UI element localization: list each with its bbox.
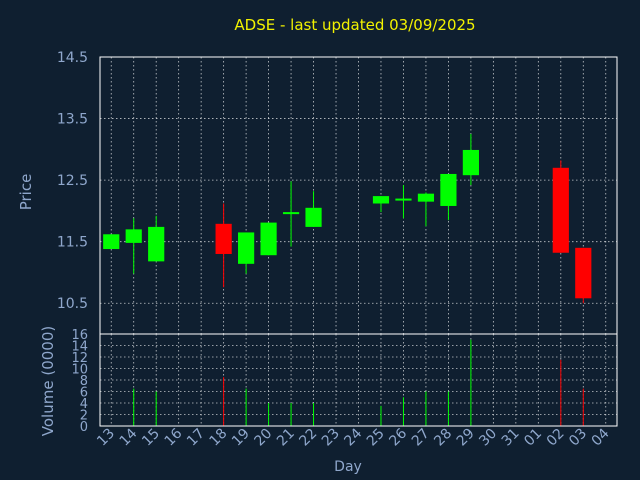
price-tick-label: 14.5 bbox=[57, 50, 88, 66]
price-candles bbox=[103, 133, 592, 304]
volume-tick-label: 10 bbox=[71, 363, 88, 378]
price-tick-label: 13.5 bbox=[57, 112, 88, 128]
candle-29 bbox=[462, 133, 479, 186]
candle-body bbox=[215, 223, 232, 254]
x-tick-label: 31 bbox=[499, 426, 523, 450]
x-tick-label: 21 bbox=[274, 426, 298, 450]
x-tick-label: 25 bbox=[364, 426, 388, 450]
candle-body bbox=[417, 193, 435, 202]
candle-14 bbox=[125, 218, 142, 274]
candle-body bbox=[238, 232, 255, 264]
candle-18 bbox=[215, 203, 232, 288]
candle-28 bbox=[440, 173, 457, 221]
plot-frames bbox=[99, 56, 618, 427]
volume-tick-label: 2 bbox=[80, 409, 88, 424]
candle-02 bbox=[552, 160, 569, 253]
candle-13 bbox=[103, 234, 120, 250]
x-tick-label: 02 bbox=[544, 426, 568, 450]
x-tick-label: 24 bbox=[341, 425, 365, 449]
candle-body bbox=[103, 234, 120, 250]
candle-body bbox=[125, 229, 142, 243]
candle-body bbox=[462, 149, 479, 176]
x-tick-label: 23 bbox=[319, 426, 343, 450]
candle-15 bbox=[148, 215, 165, 262]
candle-body bbox=[552, 167, 569, 253]
x-axis-label: Day bbox=[334, 459, 362, 475]
volume-tick-label: 16 bbox=[71, 328, 88, 343]
volume-tick-label: 12 bbox=[71, 351, 88, 366]
x-tick-label: 28 bbox=[431, 426, 455, 450]
candle-body bbox=[260, 222, 277, 256]
price-axis-ticks: 14.5 13.5 12.5 11.5 10.5 bbox=[57, 50, 88, 312]
volume-tick-label: 6 bbox=[80, 386, 88, 401]
candle-body bbox=[372, 196, 390, 204]
x-tick-label: 14 bbox=[117, 425, 141, 449]
x-tick-label: 16 bbox=[162, 425, 186, 449]
candle-body bbox=[305, 207, 322, 227]
candle-body bbox=[395, 198, 412, 201]
x-axis-ticks: 1314151617181920212223242526272829303101… bbox=[94, 425, 612, 449]
candle-19 bbox=[238, 232, 255, 274]
price-tick-label: 11.5 bbox=[57, 235, 88, 251]
volume-tick-label: 4 bbox=[80, 397, 88, 412]
x-tick-label: 18 bbox=[207, 426, 231, 450]
x-tick-label: 03 bbox=[566, 426, 590, 450]
x-tick-label: 27 bbox=[409, 426, 433, 450]
x-tick-label: 01 bbox=[521, 426, 545, 450]
x-tick-label: 30 bbox=[476, 426, 500, 450]
price-plot-frame bbox=[99, 56, 618, 335]
candle-21 bbox=[282, 181, 300, 247]
candle-22 bbox=[305, 191, 322, 227]
candle-27 bbox=[417, 192, 435, 227]
candle-body bbox=[575, 247, 592, 299]
volume-axis-label: Volume (0000) bbox=[39, 326, 57, 436]
x-tick-label: 22 bbox=[296, 426, 320, 450]
volume-tick-label: 14 bbox=[71, 340, 88, 355]
x-tick-label: 26 bbox=[386, 425, 410, 449]
price-tick-label: 10.5 bbox=[57, 296, 88, 312]
candle-26 bbox=[395, 185, 412, 219]
x-tick-label: 15 bbox=[139, 426, 163, 450]
chart-title: ADSE - last updated 03/09/2025 bbox=[234, 16, 475, 34]
volume-plot-frame bbox=[99, 333, 618, 427]
x-tick-label: 29 bbox=[454, 426, 478, 450]
price-axis-label: Price bbox=[17, 174, 35, 211]
x-tick-label: 20 bbox=[251, 426, 275, 450]
grid bbox=[100, 56, 617, 427]
candle-20 bbox=[260, 222, 277, 256]
candle-03 bbox=[575, 247, 592, 304]
x-tick-label: 17 bbox=[184, 426, 208, 450]
price-tick-label: 12.5 bbox=[57, 173, 88, 189]
candle-25 bbox=[372, 196, 390, 213]
candle-body bbox=[440, 173, 457, 206]
volume-tick-label: 0 bbox=[80, 420, 88, 435]
volume-bars bbox=[133, 339, 584, 426]
x-tick-label: 19 bbox=[229, 426, 253, 450]
volume-tick-label: 8 bbox=[80, 374, 88, 389]
x-tick-label: 04 bbox=[589, 425, 613, 449]
candle-body bbox=[148, 226, 165, 262]
candle-body bbox=[282, 212, 300, 215]
x-tick-label: 13 bbox=[94, 426, 118, 450]
